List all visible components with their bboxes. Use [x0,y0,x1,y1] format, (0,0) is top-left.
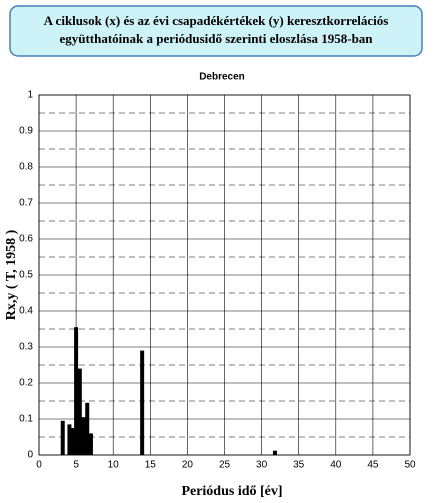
bar [74,327,79,455]
bar [85,402,90,455]
x-tick-label: 15 [145,460,157,471]
x-tick-label: 5 [73,460,79,471]
chart-title: A ciklusok (x) és az évi csapadékértékek… [44,13,389,28]
y-tick-label: 0.6 [19,234,33,245]
y-tick-label: 0.3 [19,342,33,353]
plot-frame [38,94,411,456]
y-tick-label: 1 [27,90,33,101]
x-tick-label: 35 [293,460,305,471]
y-tick-label: 0.7 [19,198,33,209]
x-axis-label: Periódus idő [év] [181,484,282,499]
bar [70,428,75,455]
x-tick-label: 20 [182,460,194,471]
x-tick-label: 50 [404,460,416,471]
y-tick-label: 0.1 [19,414,33,425]
title-box [9,5,423,57]
bar [140,350,145,455]
x-tick-label: 25 [219,460,231,471]
bar [67,424,72,455]
y-tick-label: 0.5 [19,270,33,281]
bar [77,368,82,455]
chart-subtitle: Debrecen [199,72,245,83]
chart-title: együtthatóinak a periódusidő szerinti el… [59,31,373,46]
x-tick-label: 45 [367,460,379,471]
x-tick-label: 40 [330,460,342,471]
x-tick-label: 0 [36,460,42,471]
bar [272,450,277,455]
y-tick-label: 0.4 [19,306,33,317]
y-tick-label: 0.2 [19,378,33,389]
y-tick-label: 0.8 [19,162,33,173]
y-tick-label: 0.9 [19,126,33,137]
bar [60,420,65,455]
y-axis-label: Rx,y ( T, 1958 ) [4,229,19,320]
y-tick-label: 0 [27,450,33,461]
x-tick-label: 10 [108,460,120,471]
bar [81,417,86,455]
x-tick-label: 30 [256,460,268,471]
bar [88,433,93,455]
